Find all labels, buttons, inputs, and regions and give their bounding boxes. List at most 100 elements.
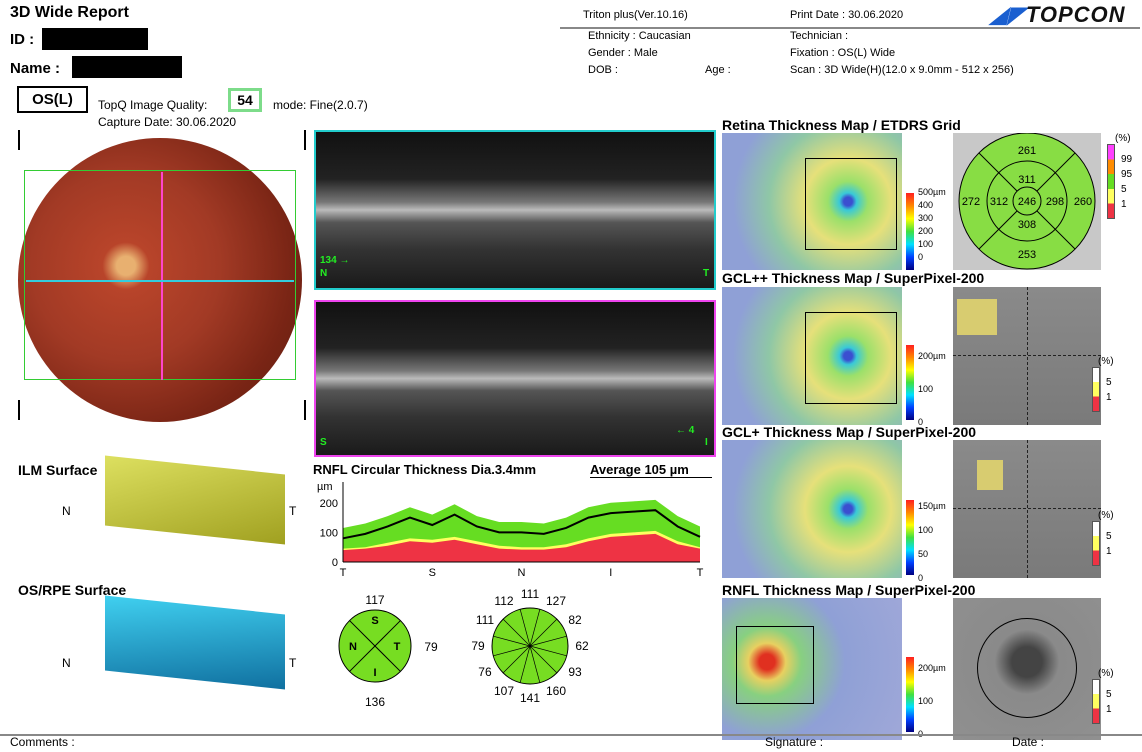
signature-label: Signature : <box>765 735 824 749</box>
scan-box <box>805 312 897 404</box>
vertical-scan-line[interactable] <box>161 172 163 380</box>
oct-v-index: ← 4 <box>676 425 695 436</box>
abnormal-region <box>957 299 997 335</box>
quadrant-i-value: 136 <box>365 695 385 709</box>
age: Age : <box>705 64 731 76</box>
rnfl-map-title: RNFL Thickness Map / SuperPixel-200 <box>722 582 976 598</box>
x-tick-label: S <box>429 567 436 579</box>
rnfl-chart-title: RNFL Circular Thickness Dia.3.4mm <box>313 462 537 477</box>
ilm-n: N <box>62 504 71 518</box>
clock-divider <box>493 645 531 657</box>
fixation: Fixation : OS(L) Wide <box>790 47 896 59</box>
clock-divider <box>529 645 567 657</box>
scan-info: Scan : 3D Wide(H)(12.0 x 9.0mm - 512 x 2… <box>790 64 1014 76</box>
clock-hour-11-value: 111 <box>476 613 495 627</box>
clock-divider <box>529 645 541 683</box>
etdrs-outer-t: 260 <box>1074 196 1092 208</box>
rnfl-sector-charts: 1171368979SNTI11112782629316014110776791… <box>338 588 589 709</box>
rnfl-colorbar <box>906 657 914 732</box>
quadrant-t-value: 79 <box>424 640 438 654</box>
circle-scan <box>977 618 1077 718</box>
crosshair <box>953 355 1101 356</box>
clock-hour-7-value: 141 <box>520 691 540 705</box>
retina-colorbar <box>906 193 914 270</box>
gclpp-scale: 200µm 100 0 <box>918 351 946 427</box>
comments-label: Comments : <box>10 735 75 749</box>
oct-v-right: I <box>705 437 708 448</box>
rpe-n: N <box>62 656 71 670</box>
date-label: Date : <box>1012 735 1045 749</box>
clock-divider <box>529 609 541 647</box>
quality-score: 54 <box>228 88 262 112</box>
device-version: Triton plus(Ver.10.16) <box>583 9 688 21</box>
name-label: Name : <box>10 60 61 77</box>
report-title: 3D Wide Report <box>10 4 129 21</box>
header-divider <box>560 27 1140 29</box>
y-tick-label: 0 <box>332 557 338 569</box>
ilm-surface-title: ILM Surface <box>18 462 98 478</box>
retina-scale: 500µm 400 300 200 100 0 <box>918 187 946 262</box>
clock-divider <box>502 618 531 647</box>
retina-map-title: Retina Thickness Map / ETDRS Grid <box>722 117 961 133</box>
clock-divider <box>529 635 567 647</box>
rnfl-superpixel <box>953 598 1101 740</box>
crosshair <box>953 508 1101 509</box>
percentile-legend-full: (%) 99 95 5 1 <box>1107 133 1132 219</box>
gclp-superpixel <box>953 440 1101 578</box>
horizontal-scan-line[interactable] <box>26 280 294 282</box>
oct-h-left: N <box>320 268 328 279</box>
etdrs-grid-panel: 261 272 260 253 311 312 298 308 246 <box>953 132 1101 270</box>
technician: Technician : <box>790 30 849 42</box>
x-tick-label: T <box>697 567 704 579</box>
etdrs-inner-n: 312 <box>990 196 1008 208</box>
gclpp-colorbar <box>906 345 914 420</box>
horizontal-oct-bscan <box>314 130 716 290</box>
quadrant-n-label: N <box>349 641 357 653</box>
topcon-mark-icon: ◢◤ <box>990 2 1026 27</box>
abnormal-region <box>977 460 1003 490</box>
quality-label: TopQ Image Quality: <box>98 98 208 112</box>
id-label: ID : <box>10 31 35 48</box>
thickness-line <box>342 509 701 540</box>
scan-area-box <box>24 170 296 380</box>
x-tick-label: T <box>340 567 347 579</box>
clock-hour-9-value: 76 <box>478 665 492 679</box>
etdrs-grid: 261 272 260 253 311 312 298 308 246 <box>958 132 1096 270</box>
capture-date: Capture Date: 30.06.2020 <box>98 115 237 129</box>
etdrs-inner-t: 298 <box>1046 196 1064 208</box>
vertical-oct-bscan <box>314 300 716 457</box>
gclp-scale: 150µm 100 50 0 <box>918 501 946 583</box>
etdrs-outer-n: 272 <box>962 196 980 208</box>
name-redacted <box>72 56 182 78</box>
ilm-t: T <box>289 504 297 518</box>
clock-hour-6-value: 160 <box>546 684 566 698</box>
clock-hour-3-value: 82 <box>568 613 582 627</box>
rpe-surface-title: OS/RPE Surface <box>18 582 127 598</box>
quadrant-s-value: 117 <box>365 593 384 607</box>
print-date: Print Date : 30.06.2020 <box>790 9 904 21</box>
ethnicity: Ethnicity : Caucasian <box>588 30 691 42</box>
y-tick-label: 200 <box>320 498 338 510</box>
gclpp-thickness-map <box>722 287 902 425</box>
gclp-map-title: GCL+ Thickness Map / SuperPixel-200 <box>722 424 977 440</box>
gclpp-map-title: GCL++ Thickness Map / SuperPixel-200 <box>722 270 985 286</box>
gender: Gender : Male <box>588 47 658 59</box>
oct-h-right: T <box>703 268 710 279</box>
quadrant-t-label: T <box>394 641 401 653</box>
clock-hour-5-value: 93 <box>568 665 582 679</box>
oct-v-left: S <box>320 437 327 448</box>
scan-mode: mode: Fine(2.0.7) <box>273 98 368 112</box>
etdrs-outer-i: 253 <box>1018 249 1036 261</box>
retina-thickness-map <box>722 133 902 270</box>
clock-divider <box>519 645 531 683</box>
ilm-surface-3d <box>105 455 285 545</box>
clock-divider <box>502 645 531 674</box>
scan-box <box>805 158 897 250</box>
quadrant-i-label: I <box>373 667 376 679</box>
etdrs-inner-i: 308 <box>1018 219 1036 231</box>
rnfl-thickness-map <box>722 598 902 740</box>
rnfl-average: Average 105 µm <box>590 462 712 478</box>
band-p1 <box>343 533 700 562</box>
oct-h-index: 134 → <box>320 255 350 266</box>
